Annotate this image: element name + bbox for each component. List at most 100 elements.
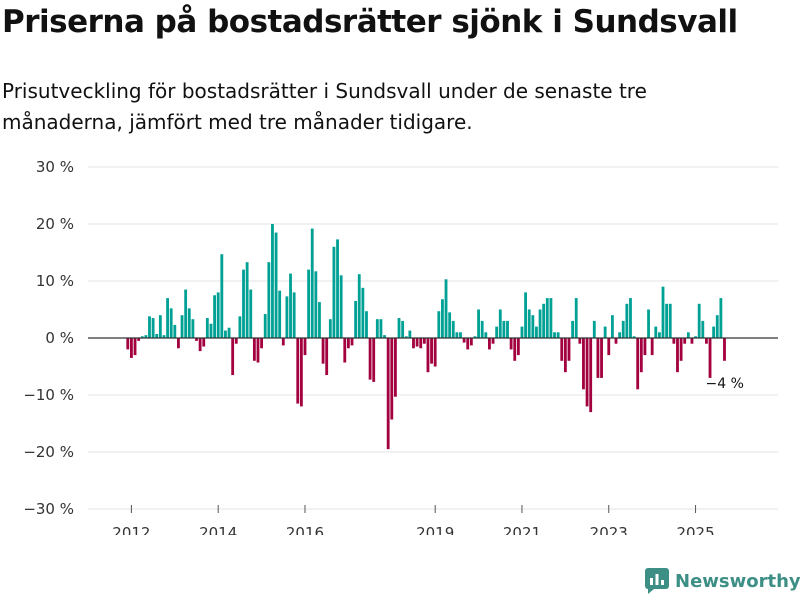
bar [491, 338, 495, 344]
y-tick-label: −20 % [23, 443, 74, 461]
bar [632, 336, 636, 338]
y-tick-label: −30 % [23, 500, 74, 518]
bar [390, 338, 394, 420]
bar [130, 338, 133, 358]
bar [205, 318, 209, 338]
bar [281, 338, 285, 346]
bar [498, 309, 502, 338]
bar [289, 273, 292, 338]
bar [437, 311, 441, 338]
bar [473, 336, 477, 338]
bar [404, 336, 408, 338]
bar [589, 338, 593, 413]
bar [184, 289, 188, 338]
bar [299, 338, 303, 407]
bar [415, 338, 419, 347]
bar [249, 289, 253, 338]
last-value-label: −4 % [706, 376, 744, 392]
bar [672, 338, 676, 344]
bar [158, 315, 162, 338]
bar [412, 338, 415, 349]
bar [708, 338, 712, 378]
bar [585, 338, 589, 407]
bar [234, 338, 238, 344]
bar [636, 338, 640, 390]
bar [180, 315, 184, 338]
bar [545, 298, 549, 338]
bar [216, 292, 220, 338]
bar [195, 338, 198, 341]
chart-subtitle: Prisutveckling för bostadsrätter i Sunds… [2, 79, 647, 134]
bar [563, 338, 567, 373]
bar [365, 311, 368, 338]
bar [618, 332, 622, 338]
bar [166, 298, 169, 338]
bar [719, 298, 723, 338]
bar [582, 338, 585, 390]
newsworthy-logo: Newsworthy [645, 568, 800, 594]
bar [567, 338, 571, 361]
bar [654, 326, 658, 338]
bar [600, 338, 603, 378]
bar [553, 332, 556, 338]
bar [712, 326, 716, 338]
bar [372, 338, 376, 382]
bar [321, 338, 325, 364]
bar [643, 338, 647, 356]
bar [694, 336, 697, 338]
bar [614, 338, 618, 344]
bar [252, 338, 256, 361]
bar [144, 335, 148, 338]
bar [715, 315, 719, 338]
bar [560, 338, 564, 361]
bar [506, 320, 509, 338]
bar [430, 338, 433, 364]
bar [516, 338, 520, 356]
bar [260, 338, 264, 349]
bar [477, 309, 480, 338]
bar [556, 332, 560, 338]
bar [375, 319, 379, 338]
bar [676, 338, 679, 373]
bar [419, 338, 423, 349]
x-tick-label: 2019 [416, 524, 454, 535]
bar [271, 224, 274, 338]
bar [502, 320, 506, 338]
bar [513, 338, 517, 361]
bar [441, 299, 444, 338]
bar [187, 308, 191, 338]
bar [357, 274, 361, 338]
bar [155, 334, 159, 338]
bar [657, 332, 661, 338]
bar [140, 336, 144, 338]
bar [278, 290, 282, 338]
bar [325, 338, 329, 376]
bar [133, 338, 137, 356]
bar [679, 338, 683, 361]
bar [310, 228, 314, 338]
bar [296, 338, 300, 404]
bar [350, 338, 354, 346]
bar [173, 324, 177, 338]
y-axis-ticks: 30 % 20 % 10 % 0 % −10 % −20 % −30 % [23, 158, 74, 518]
bar [209, 323, 213, 338]
bar [274, 232, 278, 338]
bar [462, 338, 466, 343]
bar [263, 314, 267, 338]
bar [314, 271, 318, 338]
bar [169, 308, 173, 338]
bar [705, 338, 708, 344]
bar [383, 335, 386, 338]
bar [610, 315, 614, 338]
bar [531, 315, 535, 338]
bar [535, 326, 538, 338]
bar [571, 320, 575, 338]
bar [549, 298, 553, 338]
bar [238, 316, 242, 338]
bar [256, 338, 260, 363]
bar [343, 338, 347, 363]
bar [332, 246, 336, 338]
bar [455, 332, 459, 338]
bar [596, 338, 600, 378]
bar [607, 338, 611, 356]
